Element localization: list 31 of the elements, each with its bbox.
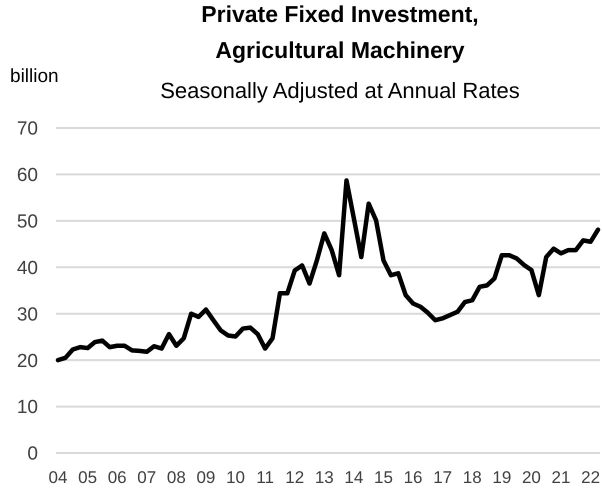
x-tick-label: 07: [137, 468, 156, 487]
x-tick-label: 19: [492, 468, 512, 487]
y-tick-label: 70: [16, 118, 38, 140]
y-tick-label: 10: [16, 397, 38, 418]
y-axis-title: billion: [10, 66, 59, 87]
y-tick-label: 0: [27, 444, 38, 465]
x-tick-label: 15: [374, 468, 393, 487]
x-tick-label: 08: [166, 468, 186, 487]
x-tick-label: 09: [196, 468, 216, 487]
x-tick-label: 13: [314, 468, 334, 487]
x-tick-label: 05: [78, 468, 98, 487]
x-tick-label: 22: [581, 468, 600, 487]
y-tick-label: 20: [16, 350, 38, 372]
x-tick-label: 06: [108, 468, 127, 487]
x-tick-label: 18: [462, 468, 482, 487]
x-tick-label: 21: [552, 468, 570, 487]
chart-subtitle: Seasonally Adjusted at Annual Rates: [160, 78, 520, 103]
x-tick-label: 11: [256, 468, 274, 487]
y-tick-label: 40: [16, 258, 38, 279]
x-tick-label: 14: [344, 468, 364, 487]
x-tick-label: 17: [433, 468, 452, 487]
y-tick-label: 30: [16, 304, 38, 326]
x-tick-label: 20: [522, 468, 541, 487]
x-tick-label: 12: [285, 468, 304, 487]
y-tick-label: 50: [16, 212, 38, 233]
y-tick-label: 60: [16, 165, 38, 186]
x-tick-label: 04: [48, 468, 68, 487]
line-series: [56, 178, 600, 362]
x-tick-label: 10: [226, 468, 245, 487]
chart-title: Private Fixed Investment, Agricultural Machinery: [201, 1, 479, 63]
x-tick-label: 16: [404, 468, 423, 487]
